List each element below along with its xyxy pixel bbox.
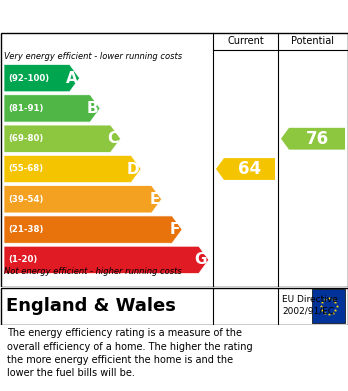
Bar (312, 289, 345, 323)
Text: Very energy efficient - lower running costs: Very energy efficient - lower running co… (4, 52, 182, 61)
Text: EU Directive
2002/91/EC: EU Directive 2002/91/EC (282, 295, 338, 315)
Text: Potential: Potential (292, 36, 334, 46)
Polygon shape (4, 95, 100, 122)
Text: G: G (194, 252, 207, 267)
Polygon shape (4, 186, 161, 213)
Text: Current: Current (227, 36, 264, 46)
Text: 76: 76 (306, 130, 329, 148)
Text: A: A (66, 71, 78, 86)
Text: Energy Efficiency Rating: Energy Efficiency Rating (10, 9, 220, 23)
Text: Not energy efficient - higher running costs: Not energy efficient - higher running co… (4, 267, 182, 276)
Text: B: B (86, 101, 98, 116)
Polygon shape (281, 128, 345, 150)
Text: (1-20): (1-20) (8, 255, 37, 264)
Text: (21-38): (21-38) (8, 225, 44, 234)
Polygon shape (4, 65, 80, 92)
Text: (55-68): (55-68) (8, 165, 43, 174)
Polygon shape (4, 125, 121, 152)
Text: (69-80): (69-80) (8, 134, 43, 143)
Polygon shape (4, 155, 141, 183)
Text: England & Wales: England & Wales (6, 297, 176, 315)
Text: (39-54): (39-54) (8, 195, 44, 204)
Polygon shape (4, 246, 209, 273)
Text: (81-91): (81-91) (8, 104, 44, 113)
Text: F: F (170, 222, 180, 237)
Text: The energy efficiency rating is a measure of the
overall efficiency of a home. T: The energy efficiency rating is a measur… (7, 328, 253, 378)
Text: D: D (126, 161, 139, 176)
Polygon shape (4, 216, 182, 243)
Text: E: E (149, 192, 160, 207)
Text: (92-100): (92-100) (8, 74, 49, 83)
Text: C: C (108, 131, 119, 146)
Polygon shape (216, 158, 275, 180)
Text: 64: 64 (238, 160, 261, 178)
